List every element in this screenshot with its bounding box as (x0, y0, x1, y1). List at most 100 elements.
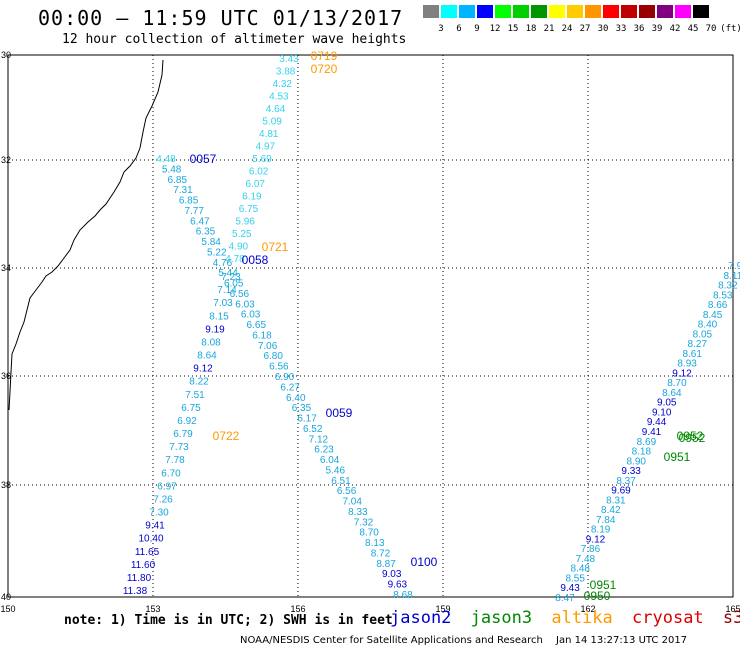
wave-height-label: 6.04 (320, 455, 340, 466)
time-label: 0952 (679, 431, 706, 445)
wave-height-label: 7.30 (149, 508, 169, 519)
wave-height-label: 4.90 (229, 242, 249, 253)
wave-height-label: 9.43 (560, 583, 580, 594)
sat-s3a: s3a (722, 608, 740, 628)
legend-label: 9 (474, 24, 480, 34)
wave-height-label: 8.87 (376, 559, 396, 570)
wave-height-label: 8.05 (693, 329, 713, 340)
wave-height-label: 4.53 (269, 92, 289, 103)
time-label: 0100 (411, 555, 438, 569)
legend-label: 18 (525, 24, 537, 34)
wave-height-label: 9.69 (611, 486, 631, 497)
wave-height-label: 6.56 (230, 289, 250, 300)
wave-height-label: 9.19 (205, 324, 225, 335)
wave-height-label: 6.18 (252, 330, 272, 341)
wave-height-label: 8.32 (718, 281, 738, 292)
wave-height-label: 8.93 (677, 359, 697, 370)
wave-height-label: 6.92 (177, 416, 197, 427)
wave-height-label: 11.80 (127, 573, 152, 584)
generated-timestamp: Jan 14 13:27:13 UTC 2017 (556, 635, 688, 646)
wave-height-label: 3.88 (276, 67, 296, 78)
wave-height-label: 6.35 (292, 403, 312, 414)
wave-height-label: 8.55 (565, 573, 585, 584)
wave-height-label: 8.47 (555, 593, 575, 604)
wave-height-label: 8.70 (667, 378, 687, 389)
lat-tick-label: 40 (1, 592, 11, 602)
wave-height-label: 8.53 (713, 290, 733, 301)
time-label: 0720 (311, 62, 338, 76)
wave-height-label: 6.23 (314, 445, 334, 456)
wave-height-label: 7.98 (728, 261, 740, 272)
wave-height-label: 7.12 (309, 434, 329, 445)
lon-tick-label: 150 (0, 604, 15, 614)
wave-height-label: 7.32 (354, 517, 374, 528)
wave-height-label: 6.90 (275, 372, 295, 383)
wave-height-label: 6.03 (241, 310, 261, 321)
wave-height-label: 8.69 (637, 437, 657, 448)
wave-height-label: 4.48 (156, 154, 176, 165)
wave-height-label: 5.09 (262, 117, 282, 128)
wave-height-label: 7.73 (169, 442, 189, 453)
wave-height-label: 7.31 (173, 185, 193, 196)
wave-height-label: 6.56 (337, 486, 357, 497)
time-label: 0722 (213, 429, 240, 443)
lon-tick-label: 153 (145, 604, 160, 614)
legend-swatch (621, 5, 637, 18)
legend-label: 30 (597, 24, 609, 34)
legend-swatch (477, 5, 493, 18)
wave-height-label: 6.02 (249, 167, 269, 178)
wave-height-label: 8.08 (201, 337, 221, 348)
time-label: 0058 (242, 253, 269, 267)
legend-swatch (513, 5, 529, 18)
wave-height-label: 8.64 (197, 351, 217, 362)
wave-height-label: 9.12 (586, 534, 606, 545)
note-text: note: 1) Time is in UTC; 2) SWH is in fe… (64, 613, 393, 628)
wave-height-label: 6.05 (224, 279, 244, 290)
wave-height-label: 8.45 (703, 310, 723, 321)
time-label: 0950 (584, 589, 611, 603)
wave-height-label: 4.76 (213, 258, 233, 269)
wave-height-label: 6.52 (303, 424, 323, 435)
wave-height-label: 8.33 (348, 507, 368, 518)
wave-height-label: 6.75 (181, 403, 201, 414)
wave-height-label: 6.51 (331, 476, 351, 487)
lat-tick-label: 36 (1, 371, 11, 381)
wave-height-label: 9.41 (642, 427, 662, 438)
wave-height-label: 8.11 (724, 271, 740, 282)
page-subtitle: 12 hour collection of altimeter wave hei… (62, 32, 407, 47)
legend-swatch (459, 5, 475, 18)
wave-height-label: 6.65 (247, 320, 267, 331)
sat-cryosat: cryosat (632, 608, 704, 628)
wave-height-label: 8.13 (365, 538, 385, 549)
wave-height-label: 8.90 (627, 456, 647, 467)
legend-label: 39 (651, 24, 663, 34)
wave-height-label: 8.61 (682, 349, 702, 360)
lat-lon-grid: 30 32 34 36 38 40 150 153 156 159 162 165 (0, 50, 740, 614)
wave-height-label: 6.35 (196, 227, 216, 238)
legend-label: 36 (633, 24, 645, 34)
legend-unit: (ft) (720, 24, 740, 34)
wave-height-label: 5.69 (252, 154, 272, 165)
legend-swatch (603, 5, 619, 18)
wave-height-label: 11.65 (135, 547, 160, 558)
wave-height-label: 7.78 (165, 455, 185, 466)
wave-height-label: 7.04 (342, 497, 362, 508)
legend-label: 6 (456, 24, 462, 34)
map-frame (7, 54, 734, 598)
legend-label: 45 (687, 24, 699, 34)
legend-swatch (639, 5, 655, 18)
wave-height-label: 8.72 (371, 548, 391, 559)
wave-height-label: 6.07 (246, 179, 266, 190)
wave-height-label: 4.81 (259, 129, 279, 140)
wave-height-label: 7.84 (596, 515, 616, 526)
time-label: 0719 (311, 49, 338, 63)
time-label: 0951 (664, 450, 691, 464)
wave-height-label: 6.97 (157, 481, 177, 492)
lon-tick-label: 162 (580, 604, 595, 614)
lat-tick-label: 34 (1, 263, 11, 273)
time-label: 0721 (262, 240, 289, 254)
wave-height-label: 4.78 (225, 254, 245, 265)
lon-tick-label: 165 (725, 604, 740, 614)
wave-height-label: 6.17 (297, 414, 317, 425)
wave-height-label: 7.03 (213, 298, 233, 309)
